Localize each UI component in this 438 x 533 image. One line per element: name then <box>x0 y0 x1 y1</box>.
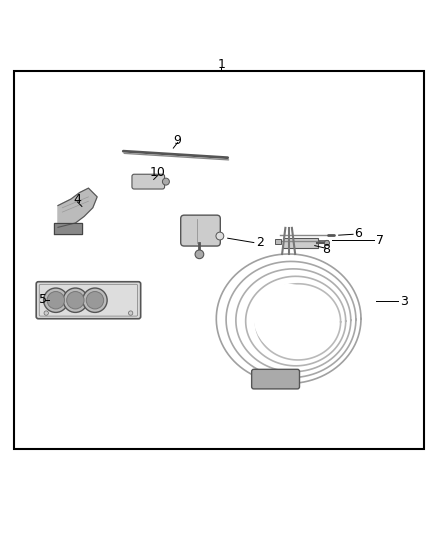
FancyBboxPatch shape <box>275 239 281 244</box>
FancyBboxPatch shape <box>14 71 424 449</box>
FancyBboxPatch shape <box>132 174 165 189</box>
Text: 10: 10 <box>150 166 166 180</box>
Circle shape <box>47 292 64 309</box>
Circle shape <box>44 311 48 315</box>
Circle shape <box>128 311 133 315</box>
Text: 8: 8 <box>321 244 330 256</box>
FancyBboxPatch shape <box>36 282 141 319</box>
Circle shape <box>67 292 84 309</box>
Text: 3: 3 <box>400 295 408 308</box>
Polygon shape <box>58 188 97 228</box>
Circle shape <box>254 284 323 353</box>
Text: 6: 6 <box>354 228 362 240</box>
Text: 4: 4 <box>74 192 81 206</box>
Polygon shape <box>53 223 82 234</box>
Circle shape <box>216 232 224 240</box>
Text: 2: 2 <box>256 236 264 249</box>
Text: 7: 7 <box>376 234 384 247</box>
Circle shape <box>162 178 170 185</box>
Circle shape <box>83 288 107 312</box>
Circle shape <box>86 292 104 309</box>
Text: 5: 5 <box>39 293 47 305</box>
Text: 1: 1 <box>217 58 225 70</box>
Circle shape <box>63 288 88 312</box>
Text: 9: 9 <box>174 134 182 147</box>
FancyBboxPatch shape <box>181 215 220 246</box>
FancyBboxPatch shape <box>252 369 300 389</box>
Circle shape <box>324 240 329 246</box>
Circle shape <box>195 250 204 259</box>
FancyBboxPatch shape <box>283 238 318 248</box>
Circle shape <box>44 288 68 312</box>
